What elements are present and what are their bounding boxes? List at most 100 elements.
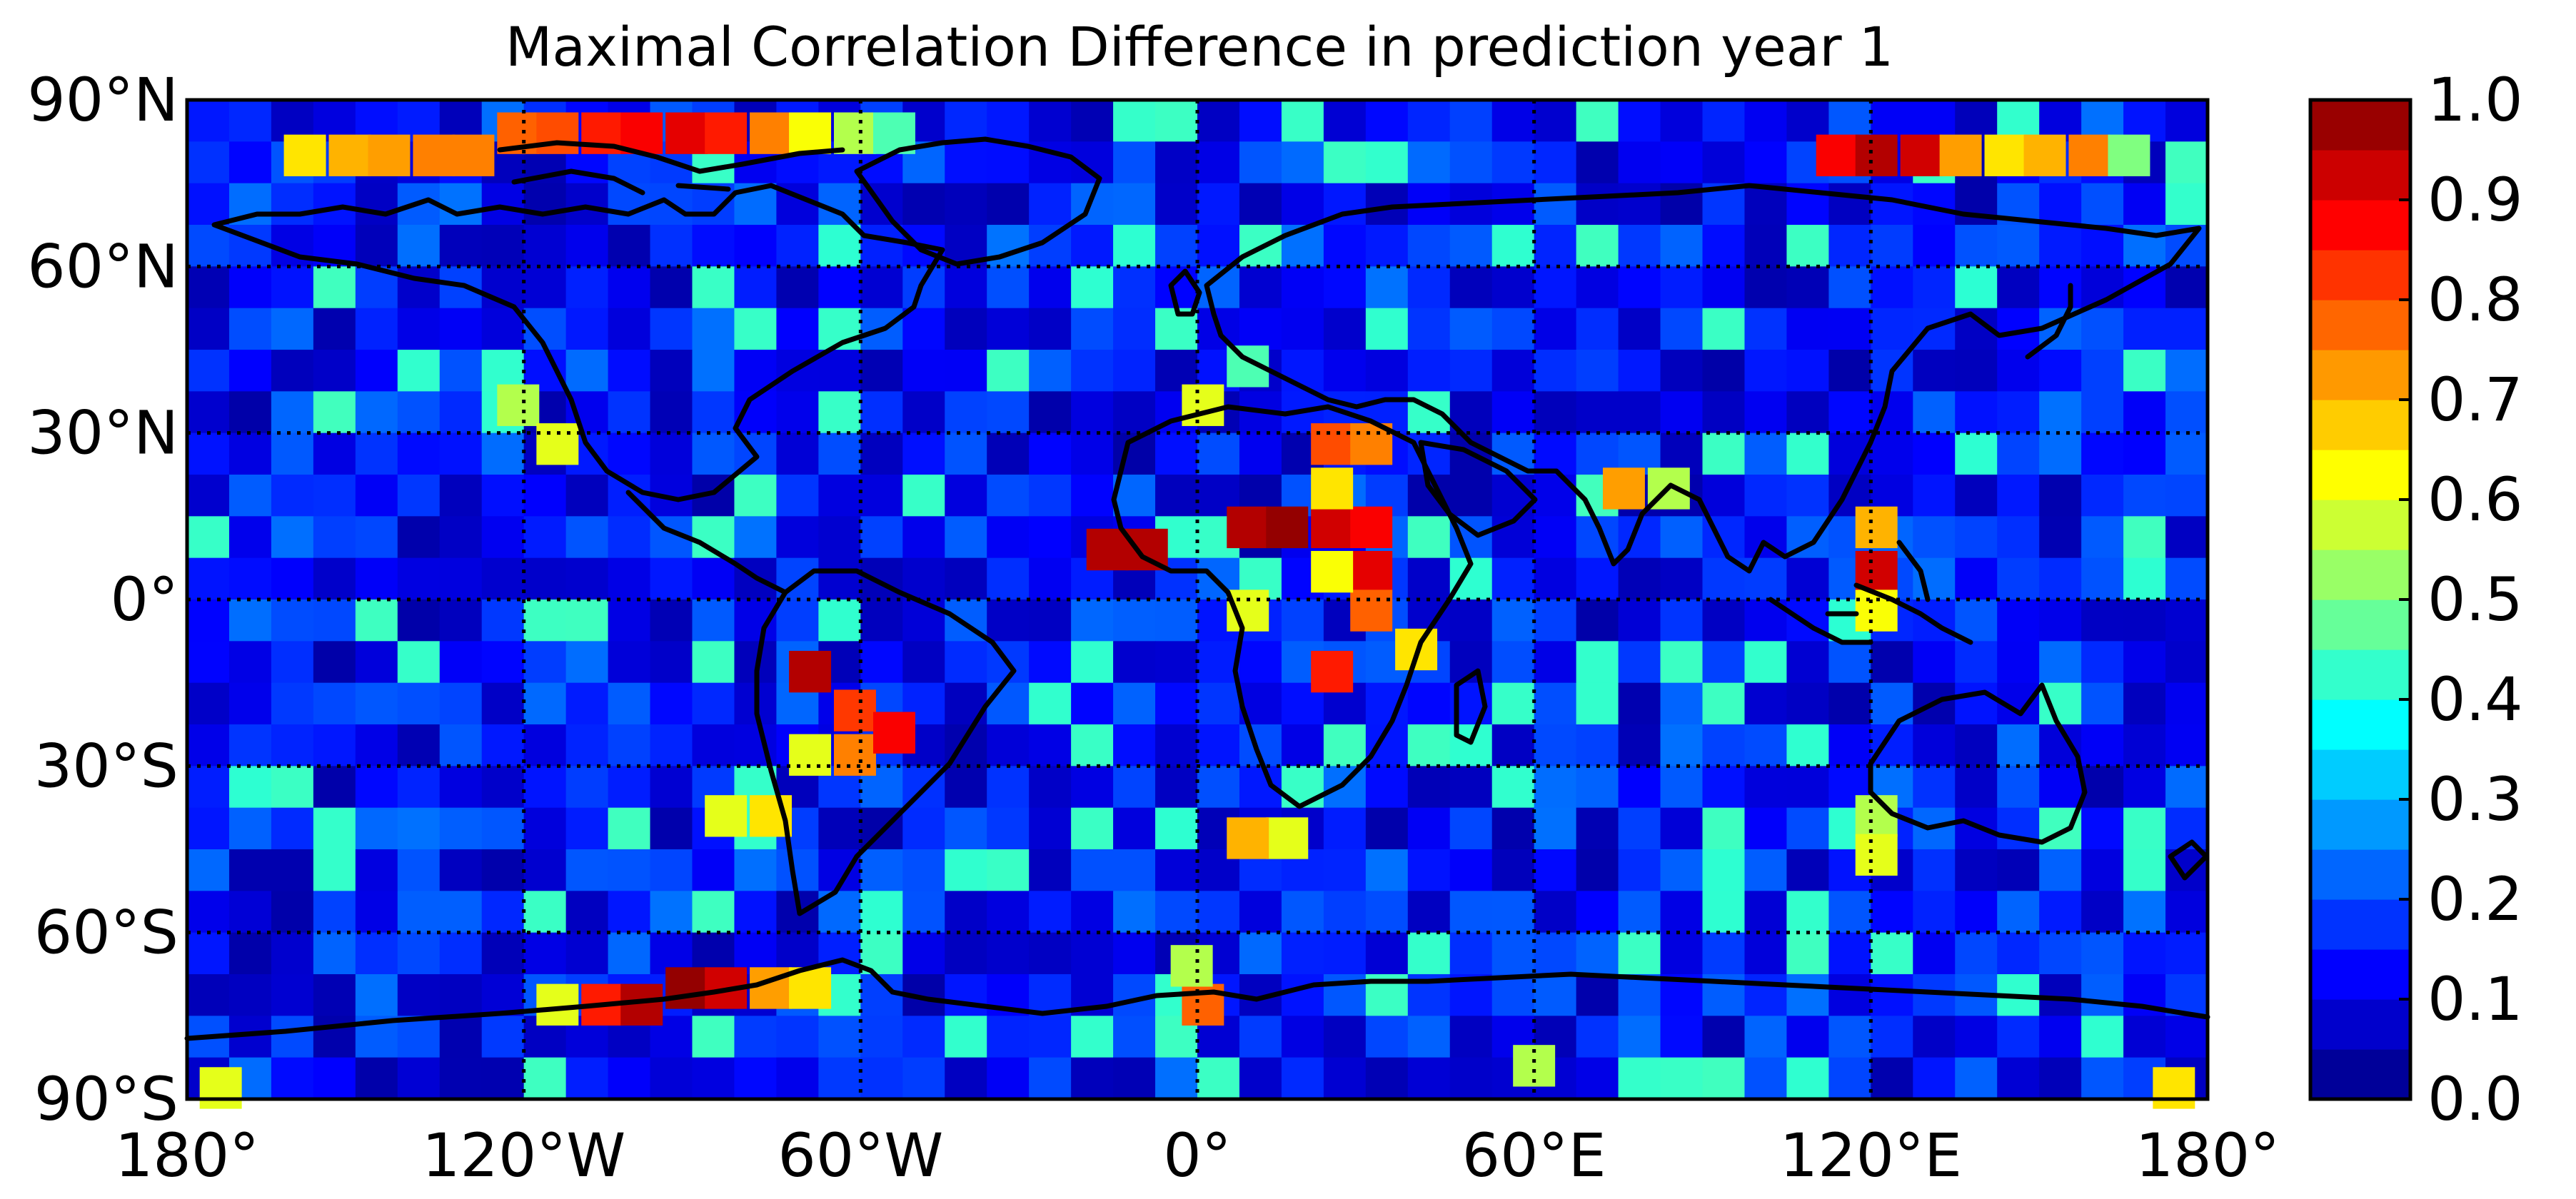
- heatmap-cell: [481, 724, 525, 767]
- heatmap-cell-highlight: [1855, 134, 1898, 176]
- heatmap-cell: [1744, 766, 1788, 809]
- heatmap-cell: [692, 225, 735, 267]
- heatmap-cell: [355, 350, 398, 392]
- heatmap-cell: [1113, 724, 1156, 767]
- heatmap-cell: [1071, 350, 1114, 392]
- heatmap-cell: [2081, 600, 2124, 642]
- heatmap-cell: [987, 932, 1030, 975]
- heatmap-cell: [1997, 600, 2040, 642]
- heatmap-cell: [1449, 891, 1493, 934]
- heatmap-cell: [1407, 849, 1451, 891]
- heatmap-cell: [1534, 600, 1577, 642]
- heatmap-cell: [1155, 891, 1198, 934]
- y-axis-ticks: 90°N 60°N 30°N 0° 30°S 60°S 90°S: [27, 65, 178, 1134]
- heatmap-cell: [439, 932, 483, 975]
- heatmap-cell: [818, 183, 861, 226]
- heatmap-cell: [776, 266, 819, 309]
- heatmap-cell-highlight: [789, 112, 832, 154]
- heatmap-cell: [1576, 807, 1619, 850]
- heatmap-cell: [481, 557, 525, 600]
- heatmap-cell: [2123, 600, 2166, 642]
- heatmap-cell: [2081, 849, 2124, 891]
- heatmap-cell: [1913, 932, 1956, 975]
- heatmap-cell: [650, 391, 693, 434]
- heatmap-cell: [1449, 932, 1493, 975]
- heatmap-cell: [1113, 308, 1156, 350]
- colorbar-tick-label: 0.6: [2427, 465, 2523, 535]
- heatmap-cell: [1828, 641, 1871, 684]
- heatmap-cell: [1071, 225, 1114, 267]
- heatmap-cell: [1029, 350, 1072, 392]
- heatmap-cell: [1113, 350, 1156, 392]
- heatmap-cell: [355, 766, 398, 809]
- heatmap-cell: [1702, 100, 1746, 142]
- heatmap-cell: [187, 516, 230, 559]
- heatmap-cell: [1534, 557, 1577, 600]
- heatmap-cell: [355, 974, 398, 1016]
- heatmap-cell: [987, 1057, 1030, 1100]
- heatmap-cell: [1407, 141, 1451, 184]
- heatmap-cell: [187, 266, 230, 309]
- heatmap-cell: [1955, 891, 1998, 934]
- heatmap-cell: [1281, 974, 1324, 1016]
- heatmap-cell: [1534, 807, 1577, 850]
- heatmap-cell: [313, 308, 356, 350]
- heatmap-cell: [1618, 1016, 1661, 1058]
- heatmap-cell: [2081, 724, 2124, 767]
- heatmap-cell: [1155, 600, 1198, 642]
- heatmap-cell: [2039, 266, 2082, 309]
- heatmap-cell: [187, 724, 230, 767]
- heatmap-cell: [1407, 1057, 1451, 1100]
- heatmap-cell: [1786, 641, 1829, 684]
- heatmap-cell-highlight: [1266, 817, 1309, 859]
- heatmap-cell: [1955, 641, 1998, 684]
- heatmap-cell: [481, 1016, 525, 1058]
- coastline-australia: [1868, 682, 2088, 845]
- heatmap-cell-highlight: [1984, 134, 2027, 176]
- heatmap-cell: [1155, 682, 1198, 725]
- heatmap-cell: [2039, 391, 2082, 434]
- heatmap-cell: [692, 557, 735, 600]
- heatmap-cell: [1997, 932, 2040, 975]
- heatmap-cell: [1576, 1057, 1619, 1100]
- heatmap-cell: [1365, 225, 1409, 267]
- heatmap-cell-highlight: [1311, 650, 1354, 693]
- heatmap-cell: [565, 932, 609, 975]
- y-tick-label: 0°: [111, 565, 178, 634]
- heatmap-cell-highlight: [665, 112, 708, 154]
- heatmap-cell: [945, 308, 987, 350]
- heatmap-cell-highlight: [199, 1067, 242, 1109]
- heatmap-cell: [734, 516, 778, 559]
- heatmap-cell: [1155, 225, 1198, 267]
- heatmap-cell: [481, 641, 525, 684]
- heatmap-cell: [1323, 807, 1367, 850]
- heatmap-cell: [945, 432, 987, 475]
- heatmap-cell: [945, 475, 987, 517]
- heatmap-cell-highlight: [536, 983, 579, 1026]
- heatmap-cell: [2081, 432, 2124, 475]
- heatmap-cell: [902, 1016, 945, 1058]
- heatmap-cell: [860, 475, 903, 517]
- heatmap-cell: [313, 891, 356, 934]
- heatmap-cell: [1871, 432, 1913, 475]
- heatmap-cell: [1828, 891, 1871, 934]
- heatmap-cell: [565, 682, 609, 725]
- heatmap-cell: [2165, 350, 2208, 392]
- heatmap-cell: [1239, 1016, 1282, 1058]
- heatmap-cell: [1491, 807, 1535, 850]
- heatmap-cell: [2081, 641, 2124, 684]
- heatmap-cell: [523, 266, 567, 309]
- heatmap-cell-highlight: [1855, 834, 1898, 876]
- heatmap-cell-highlight: [497, 384, 540, 426]
- x-tick-label: 180°: [2135, 1120, 2280, 1190]
- heatmap-cell: [1534, 891, 1577, 934]
- heatmap-cell: [1239, 891, 1282, 934]
- heatmap-cell: [1660, 600, 1704, 642]
- heatmap-cell: [1913, 891, 1956, 934]
- heatmap-cell: [1239, 266, 1282, 309]
- heatmap-cell: [1618, 641, 1661, 684]
- heatmap-cell: [1407, 932, 1451, 975]
- heatmap-cell: [1365, 682, 1409, 725]
- heatmap-cell: [1029, 724, 1072, 767]
- heatmap-cell: [1534, 391, 1577, 434]
